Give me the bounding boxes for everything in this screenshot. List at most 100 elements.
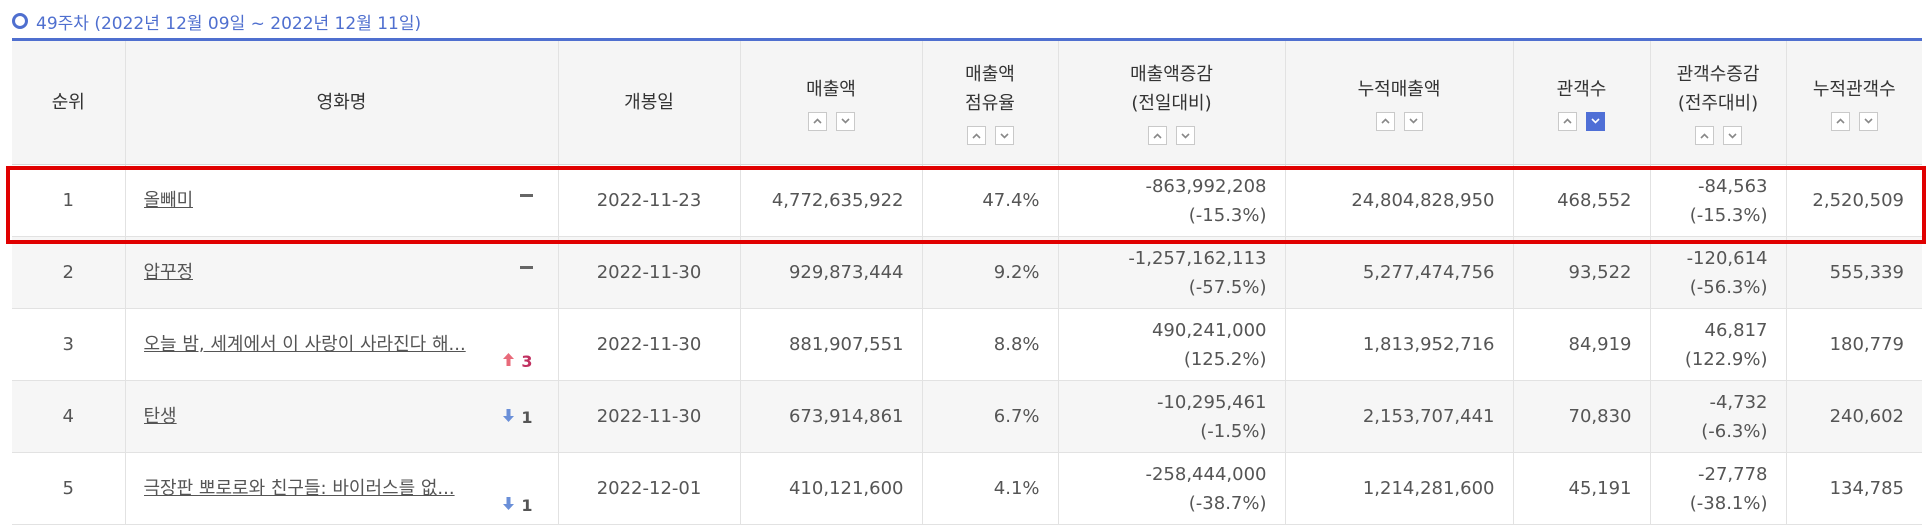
column-header: 매출액 (740, 38, 923, 165)
column-header-label: 관객수 (1556, 78, 1607, 100)
sort-up-button[interactable] (1148, 126, 1167, 145)
arrow-down-icon (502, 403, 515, 432)
audience-cell: 93,522 (1513, 236, 1651, 309)
column-header: 관객수 (1513, 38, 1651, 165)
audience-change-value: 46,817 (1704, 319, 1768, 341)
release-date-cell: 2022-11-30 (558, 380, 741, 453)
sales-change-percent: (-1.5%) (1200, 420, 1267, 442)
rank-change-indicator (519, 194, 533, 197)
audience-change-cell: -120,614 (-56.3%) (1650, 236, 1787, 309)
period-title: 49주차 (2022년 12월 09일 ~ 2022년 12월 11일) (36, 13, 422, 34)
audience-change-percent: (-6.3%) (1701, 420, 1768, 442)
cumulative-sales-cell: 24,804,828,950 (1285, 164, 1514, 237)
column-header: 개봉일 (558, 38, 741, 165)
box-office-table-wrapper: 순위 영화명 개봉일 매출액 매출액 점유율 매출액증감 (전일대비) 누적매출액 관객수 관객수증… (12, 38, 1922, 525)
sales-change-cell: -258,444,000 (-38.7%) (1058, 452, 1286, 525)
sort-down-button[interactable] (1403, 111, 1423, 131)
sort-up-button[interactable] (1558, 111, 1577, 131)
sales-share-cell: 9.2% (922, 236, 1059, 309)
sales-change-cell: 490,241,000 (125.2%) (1058, 308, 1286, 381)
sort-down-button[interactable] (1586, 111, 1605, 131)
rank-change-indicator (519, 266, 533, 269)
column-header-label: 개봉일 (624, 92, 674, 113)
chevron-down-icon (1591, 118, 1600, 124)
sales-change-percent: (-57.5%) (1188, 276, 1267, 298)
cumulative-audience-cell: 134,785 (1786, 452, 1922, 525)
sales-cell: 881,907,551 (740, 308, 923, 381)
chevron-down-icon (999, 132, 1009, 139)
movie-title-link[interactable]: 극장판 뽀로로와 친구들: 바이러스를 없... (143, 478, 455, 500)
sort-down-button[interactable] (1858, 111, 1878, 131)
sort-up-button[interactable] (807, 111, 827, 131)
sales-share-cell: 47.4% (922, 164, 1059, 237)
table-row: 1 올빼미 2022-11-23 4,772,635,922 47.4% -863,992… (12, 164, 1922, 237)
sales-cell: 929,873,444 (740, 236, 923, 309)
arrow-down-icon (502, 491, 515, 520)
movie-title-link[interactable]: 올빼미 (143, 190, 194, 212)
audience-change-percent: (-15.3%) (1689, 204, 1768, 226)
movie-title-link[interactable]: 오늘 밤, 세계에서 이 사랑이 사라진다 해... (143, 334, 466, 356)
sort-up-button[interactable] (1694, 126, 1714, 145)
column-header-label: (전일대비) (1131, 93, 1212, 114)
sort-up-button[interactable] (1830, 111, 1850, 131)
sales-cell: 673,914,861 (740, 380, 923, 453)
rank-change-indicator: 1 (502, 491, 533, 520)
release-date-cell: 2022-11-30 (558, 236, 741, 309)
audience-cell: 70,830 (1513, 380, 1651, 453)
sales-change-percent: (125.2%) (1183, 348, 1267, 370)
column-header-label: 누적관객수 (1812, 78, 1896, 100)
rank-cell: 5 (12, 452, 126, 525)
chevron-up-icon (971, 132, 981, 139)
sort-controls (927, 126, 1054, 145)
sales-change-cell: -1,257,162,113 (-57.5%) (1058, 236, 1286, 309)
column-header-label: 매출액 (806, 78, 856, 100)
sales-change-value: -863,992,208 (1145, 175, 1267, 197)
column-header: 매출액 점유율 (922, 38, 1059, 165)
column-header: 누적매출액 (1285, 38, 1514, 165)
cumulative-sales-cell: 1,214,281,600 (1285, 452, 1514, 525)
sort-down-button[interactable] (1722, 126, 1742, 145)
sort-down-button[interactable] (835, 111, 855, 131)
audience-change-value: -27,778 (1698, 463, 1768, 485)
column-header: 누적관객수 (1786, 38, 1922, 165)
movie-title-link[interactable]: 압꾸정 (143, 262, 194, 284)
sort-up-button[interactable] (1375, 111, 1395, 131)
column-header: 순위 (12, 38, 126, 165)
column-header-label: 매출액 (965, 64, 1015, 85)
table-row: 4 탄생 1 2022-11-30 673,914,861 6.7% -10,295,461… (12, 380, 1922, 453)
sales-share-cell: 4.1% (922, 452, 1059, 525)
chevron-down-icon (840, 118, 850, 124)
sales-share-cell: 6.7% (922, 380, 1059, 453)
release-date-cell: 2022-11-23 (558, 164, 741, 237)
movie-name-cell: 압꾸정 (125, 236, 559, 309)
rank-cell: 2 (12, 236, 126, 309)
sales-change-cell: -863,992,208 (-15.3%) (1058, 164, 1286, 237)
cumulative-sales-cell: 1,813,952,716 (1285, 308, 1514, 381)
sales-change-value: 490,241,000 (1151, 319, 1267, 341)
audience-change-value: -4,732 (1709, 391, 1768, 413)
column-header-label: 관객수증감 (1676, 64, 1760, 85)
release-date-cell: 2022-11-30 (558, 308, 741, 381)
table-row: 2 압꾸정 2022-11-30 929,873,444 9.2% -1,257,162,… (12, 236, 1922, 309)
column-header: 관객수증감 (전주대비) (1650, 38, 1787, 165)
sales-cell: 4,772,635,922 (740, 164, 923, 237)
movie-title-link[interactable]: 탄생 (143, 406, 177, 428)
rank-change-value: 3 (521, 352, 533, 371)
cumulative-sales-cell: 2,153,707,441 (1285, 380, 1514, 453)
sales-cell: 410,121,600 (740, 452, 923, 525)
sort-down-button[interactable] (1176, 126, 1195, 145)
chevron-down-icon (1408, 118, 1418, 124)
audience-change-percent: (122.9%) (1684, 348, 1768, 370)
sort-up-button[interactable] (966, 126, 986, 145)
sort-down-button[interactable] (994, 126, 1014, 145)
audience-change-cell: -4,732 (-6.3%) (1650, 380, 1787, 453)
sales-change-percent: (-38.7%) (1188, 492, 1267, 514)
column-header-label: 누적매출액 (1357, 78, 1441, 100)
rank-cell: 3 (12, 308, 126, 381)
table-header-row: 순위 영화명 개봉일 매출액 매출액 점유율 매출액증감 (전일대비) 누적매출액 관객수 관객수증… (12, 38, 1922, 165)
column-header-label: 매출액증감 (1130, 64, 1213, 85)
rank-unchanged-dash-icon (519, 266, 533, 269)
cumulative-sales-cell: 5,277,474,756 (1285, 236, 1514, 309)
period-title-bar: 49주차 (2022년 12월 09일 ~ 2022년 12월 11일) (12, 6, 421, 36)
movie-name-cell: 탄생 1 (125, 380, 559, 453)
